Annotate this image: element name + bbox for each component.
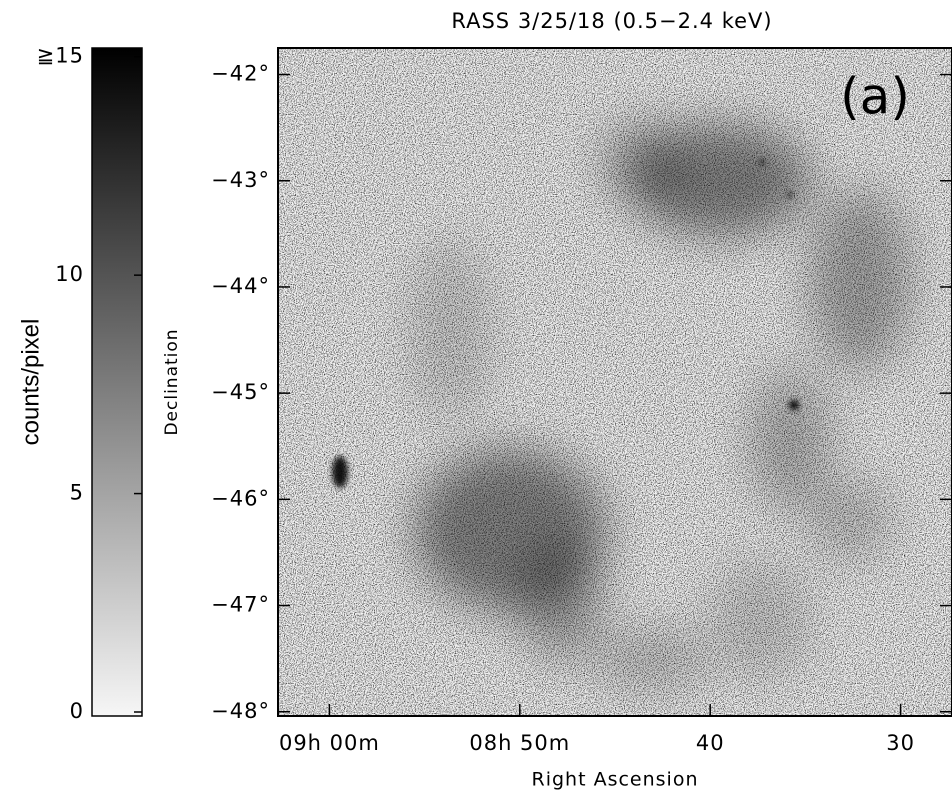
plot-frame — [277, 47, 952, 717]
chart-title: RASS 3/25/18 (0.5−2.4 keV) — [451, 9, 772, 33]
y-tick-label: −43° — [211, 168, 270, 192]
colorbar-tick-label: 0 — [70, 699, 84, 723]
colorbar-tick-label: ≧15 — [37, 44, 84, 68]
xray-image — [278, 48, 952, 716]
y-tick-label: −46° — [211, 486, 270, 510]
y-tick-label: −42° — [211, 62, 270, 86]
x-tick-label: 08h 50m — [469, 731, 570, 755]
y-tick-label: −48° — [211, 699, 270, 723]
x-axis-label: Right Ascension — [532, 769, 699, 791]
y-tick-label: −47° — [211, 593, 270, 617]
y-axis-label: Declination — [162, 328, 182, 435]
x-tick-label: 40 — [696, 731, 725, 755]
colorbar-tick-label: 10 — [55, 262, 84, 286]
y-tick-label: −45° — [211, 380, 270, 404]
colorbar — [91, 47, 143, 717]
y-tick-label: −44° — [211, 274, 270, 298]
x-tick-label: 30 — [886, 731, 915, 755]
colorbar-label: counts/pixel — [17, 319, 44, 446]
panel-label: (a) — [840, 68, 910, 126]
colorbar-tick-label: 5 — [70, 481, 84, 505]
x-tick-label: 09h 00m — [279, 731, 380, 755]
